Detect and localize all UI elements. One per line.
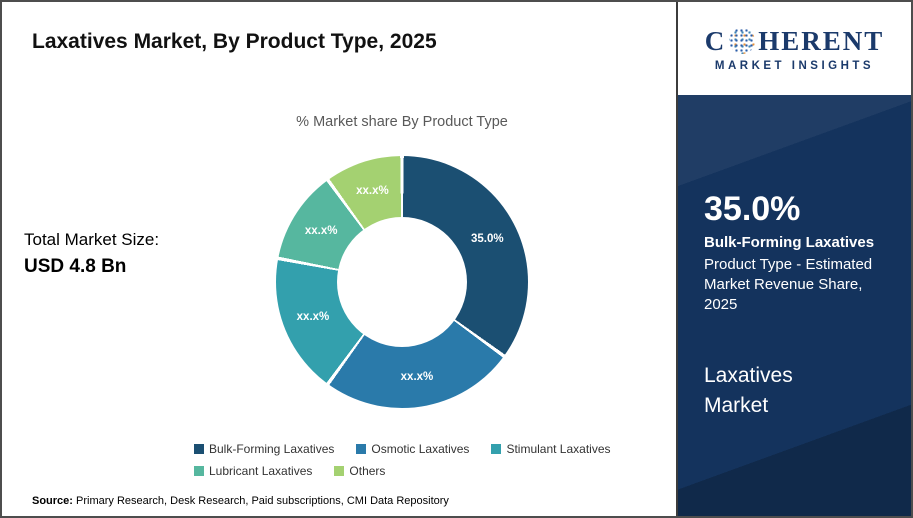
brand-logo: C HERENT MARKET INSIGHTS bbox=[678, 2, 911, 95]
slice-label: xx.x% bbox=[304, 224, 338, 237]
total-market-size-value: USD 4.8 Bn bbox=[24, 256, 127, 277]
legend-item: Lubricant Laxatives bbox=[194, 464, 312, 478]
legend-item: Others bbox=[334, 464, 385, 478]
legend-swatch bbox=[194, 466, 204, 476]
chart-subtitle: % Market share By Product Type bbox=[296, 114, 508, 130]
legend-label: Bulk-Forming Laxatives bbox=[209, 442, 335, 456]
legend-swatch bbox=[491, 444, 502, 454]
legend-swatch bbox=[334, 466, 345, 476]
legend-item: Bulk-Forming Laxatives bbox=[194, 442, 334, 456]
donut-chart: 35.0% xx.x% xx.x% xx.x% xx.x% bbox=[276, 156, 528, 408]
source-line: Source: Primary Research, Desk Research,… bbox=[32, 495, 449, 507]
legend-label: Others bbox=[349, 464, 386, 478]
legend-label: Stimulant Laxatives bbox=[506, 442, 611, 456]
brand-logo-subtitle: MARKET INSIGHTS bbox=[714, 59, 875, 72]
highlight-description: Product Type - Estimated Market Revenue … bbox=[704, 255, 873, 314]
legend: Bulk-Forming Laxatives Osmotic Laxatives S… bbox=[194, 442, 624, 478]
sidebar: C HERENT MARKET INSIGHTS 35.0% Bulk-Form… bbox=[676, 2, 911, 516]
slice-label: 35.0% bbox=[471, 232, 504, 245]
source-label: Source: bbox=[32, 495, 73, 507]
legend-item: Osmotic Laxatives bbox=[356, 442, 469, 456]
highlight-value: 35.0% bbox=[704, 190, 801, 228]
sidebar-market-name: Laxatives Market bbox=[704, 364, 793, 417]
sidebar-panel: 35.0% Bulk-Forming Laxatives Product Typ… bbox=[678, 95, 911, 516]
slice-label: xx.x% bbox=[356, 184, 389, 197]
source-text: Primary Research, Desk Research, Paid su… bbox=[72, 495, 449, 507]
logo-letters-herent: HERENT bbox=[758, 25, 885, 56]
total-market-size: Total Market Size: USD 4.8 Bn bbox=[24, 230, 159, 278]
page-title: Laxatives Market, By Product Type, 2025 bbox=[32, 30, 437, 53]
brand-logo-wordmark: C HERENT bbox=[705, 26, 885, 57]
highlight-segment: Bulk-Forming Laxatives bbox=[704, 234, 875, 251]
slice-label: xx.x% bbox=[400, 370, 434, 383]
logo-globe-icon bbox=[729, 28, 756, 54]
legend-label: Lubricant Laxatives bbox=[209, 464, 313, 478]
total-market-size-label: Total Market Size: bbox=[24, 230, 160, 249]
legend-swatch bbox=[194, 444, 204, 454]
chart-area: % Market share By Product Type 35.0% xx.x… bbox=[122, 114, 682, 408]
legend-item: Stimulant Laxatives bbox=[491, 442, 611, 456]
legend-swatch bbox=[356, 444, 367, 454]
logo-letter-c: C bbox=[704, 25, 727, 56]
legend-label: Osmotic Laxatives bbox=[371, 442, 470, 456]
slice-label: xx.x% bbox=[296, 311, 330, 324]
